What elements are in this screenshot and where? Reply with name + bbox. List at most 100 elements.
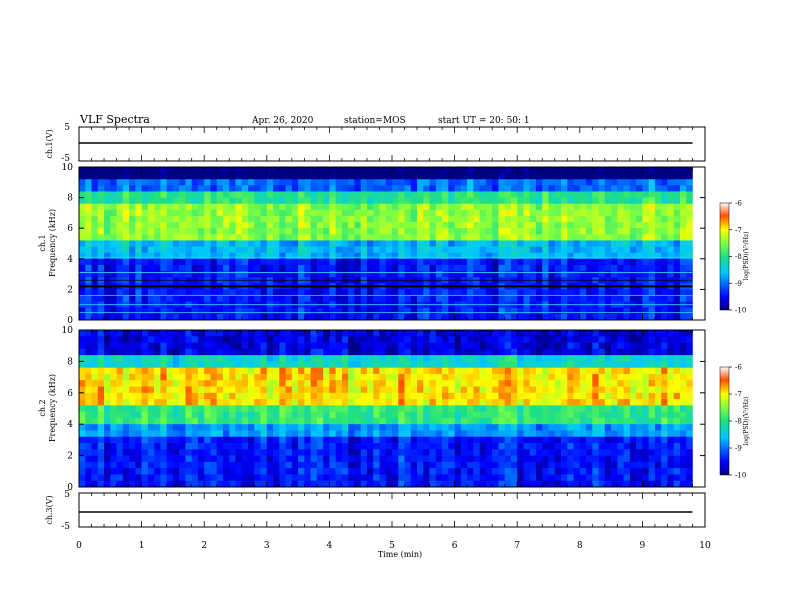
spectrogram-cell	[667, 222, 674, 229]
spectrogram-cell	[273, 313, 280, 321]
spectrogram-cell	[423, 271, 430, 278]
spectrogram-cell	[266, 258, 274, 266]
spectrogram-cell	[91, 203, 99, 211]
spectrogram-cell	[392, 405, 399, 412]
spectrogram-cell	[648, 330, 656, 337]
spectrogram-cell	[561, 386, 568, 394]
spectrogram-cell	[204, 348, 211, 356]
spectrogram-cell	[517, 240, 524, 247]
spectrogram-cell	[291, 392, 299, 400]
spectrogram-cell	[661, 424, 668, 431]
spectrogram-cell	[654, 228, 662, 235]
spectrogram-cell	[573, 313, 581, 321]
spectrogram-cell	[548, 417, 556, 425]
spectrogram-cell	[479, 295, 487, 302]
spectrogram-cell	[79, 424, 86, 431]
spectrogram-cell	[517, 307, 524, 315]
spectrogram-cell	[435, 330, 443, 337]
spectrogram-cell	[623, 173, 631, 180]
spectrogram-cell	[79, 197, 86, 205]
spectrogram-cell	[673, 355, 681, 362]
spectrogram-cell	[561, 411, 568, 419]
spectrogram-cell	[141, 348, 149, 356]
spectrogram-cell	[116, 386, 124, 394]
spectrogram-cell	[348, 480, 355, 488]
spectrogram-cell	[197, 295, 205, 302]
spectrogram-cell	[135, 474, 142, 482]
spectrogram-cell	[116, 373, 124, 381]
spectrogram-cell	[385, 191, 393, 198]
spectrogram-cell	[279, 197, 286, 205]
spectrogram-cell	[617, 373, 624, 381]
spectrogram-cell	[204, 313, 211, 321]
spectrogram-cell	[241, 173, 249, 180]
spectrogram-cell	[442, 443, 449, 450]
spectrogram-cell	[222, 367, 230, 375]
spectrogram-cell	[642, 307, 649, 315]
spectrogram-cell	[179, 443, 186, 450]
spectrogram-cell	[636, 179, 643, 186]
spectrogram-cell	[141, 405, 149, 412]
spectrogram-cell	[561, 449, 568, 456]
spectrogram-cell	[485, 405, 493, 412]
spectrogram-cell	[147, 246, 155, 253]
spectrogram-cell	[235, 336, 243, 343]
spectrogram-cell	[604, 271, 612, 278]
spectrogram-cell	[91, 209, 99, 217]
spectrogram-cell	[498, 252, 505, 260]
spectrogram-cell	[617, 405, 624, 412]
spectrogram-cell	[479, 271, 487, 278]
spectrogram-cell	[523, 367, 531, 375]
spectrogram-cell	[279, 480, 286, 488]
spectrogram-cell	[329, 411, 336, 419]
spectrogram-cell	[611, 443, 618, 450]
spectrogram-cell	[617, 380, 624, 387]
spectrogram-cell	[279, 313, 286, 321]
spectrogram-cell	[567, 234, 574, 241]
spectrogram-cell	[598, 430, 606, 438]
spectrogram-cell	[241, 424, 249, 431]
spectrogram-cell	[517, 209, 524, 217]
spectrogram-cell	[291, 355, 299, 362]
spectrogram-cell	[535, 295, 543, 302]
spectrogram-cell	[429, 417, 437, 425]
spectrogram-cell	[548, 443, 556, 450]
spectrogram-cell	[85, 443, 92, 450]
spectrogram-cell	[467, 234, 474, 241]
spectrogram-cell	[191, 417, 199, 425]
spectrogram-cell	[554, 271, 562, 278]
spectrogram-cell	[592, 474, 599, 482]
spectrogram-cell	[154, 449, 161, 456]
spectrogram-cell	[104, 203, 111, 211]
spectrogram-cell	[172, 209, 180, 217]
spectrogram-cell	[479, 367, 487, 375]
spectrogram-cell	[179, 373, 186, 381]
spectrogram-cell	[373, 417, 380, 425]
spectrogram-cell	[185, 430, 192, 438]
spectrogram-cell	[561, 271, 568, 278]
spectrogram-cell	[629, 336, 637, 343]
spectrogram-cell	[248, 246, 255, 253]
spectrogram-cell	[254, 355, 261, 362]
spectrogram-cell	[410, 240, 418, 247]
spectrogram-cell	[529, 355, 537, 362]
spectrogram-cell	[498, 185, 505, 192]
spectrogram-cell	[291, 209, 299, 217]
spectrogram-cell	[617, 222, 624, 229]
spectrogram-cell	[310, 336, 318, 343]
spectrogram-cell	[567, 271, 574, 278]
spectrogram-cell	[273, 424, 280, 431]
spectrogram-cell	[492, 179, 499, 186]
spectrogram-cell	[129, 443, 136, 450]
spectrogram-cell	[460, 330, 468, 337]
spectrogram-cell	[611, 436, 618, 444]
spectrogram-cell	[254, 367, 261, 375]
spectrogram-cell	[642, 179, 649, 186]
spectrogram-cell	[492, 436, 499, 444]
spectrogram-cell	[79, 373, 86, 381]
spectrogram-cell	[673, 436, 681, 444]
spectrogram-cell	[79, 289, 86, 296]
spectrogram-cell	[248, 405, 255, 412]
spectrogram-cell	[104, 209, 111, 217]
spectrogram-cell	[467, 330, 474, 337]
